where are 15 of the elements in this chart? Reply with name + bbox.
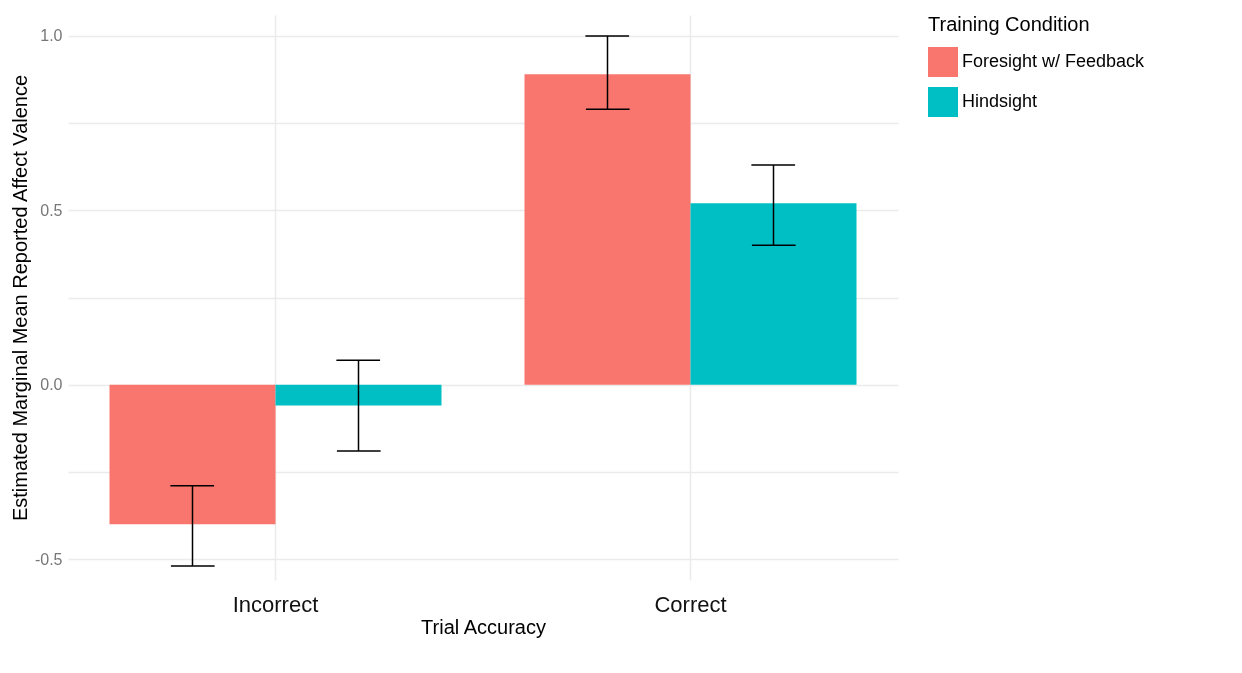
- legend-title: Training Condition: [928, 13, 1090, 35]
- y-axis-title: Estimated Marginal Mean Reported Affect Valence: [8, 74, 31, 522]
- bar: [690, 203, 857, 385]
- y-tick-label: -0.5: [34, 550, 63, 568]
- bar: [524, 74, 691, 385]
- legend-label: Hindsight: [962, 91, 1038, 111]
- x-axis-title: Trial Accuracy: [421, 615, 546, 638]
- y-tick-label: 0.5: [40, 201, 63, 219]
- bar: [109, 384, 276, 525]
- x-tick-label: Correct: [654, 591, 727, 617]
- y-tick-label: 0.0: [40, 376, 63, 394]
- y-tick-label: 1.0: [40, 27, 63, 45]
- x-tick-label: Incorrect: [232, 591, 319, 617]
- bar: [275, 384, 442, 406]
- legend-label: Foresight w/ Feedback: [962, 51, 1146, 71]
